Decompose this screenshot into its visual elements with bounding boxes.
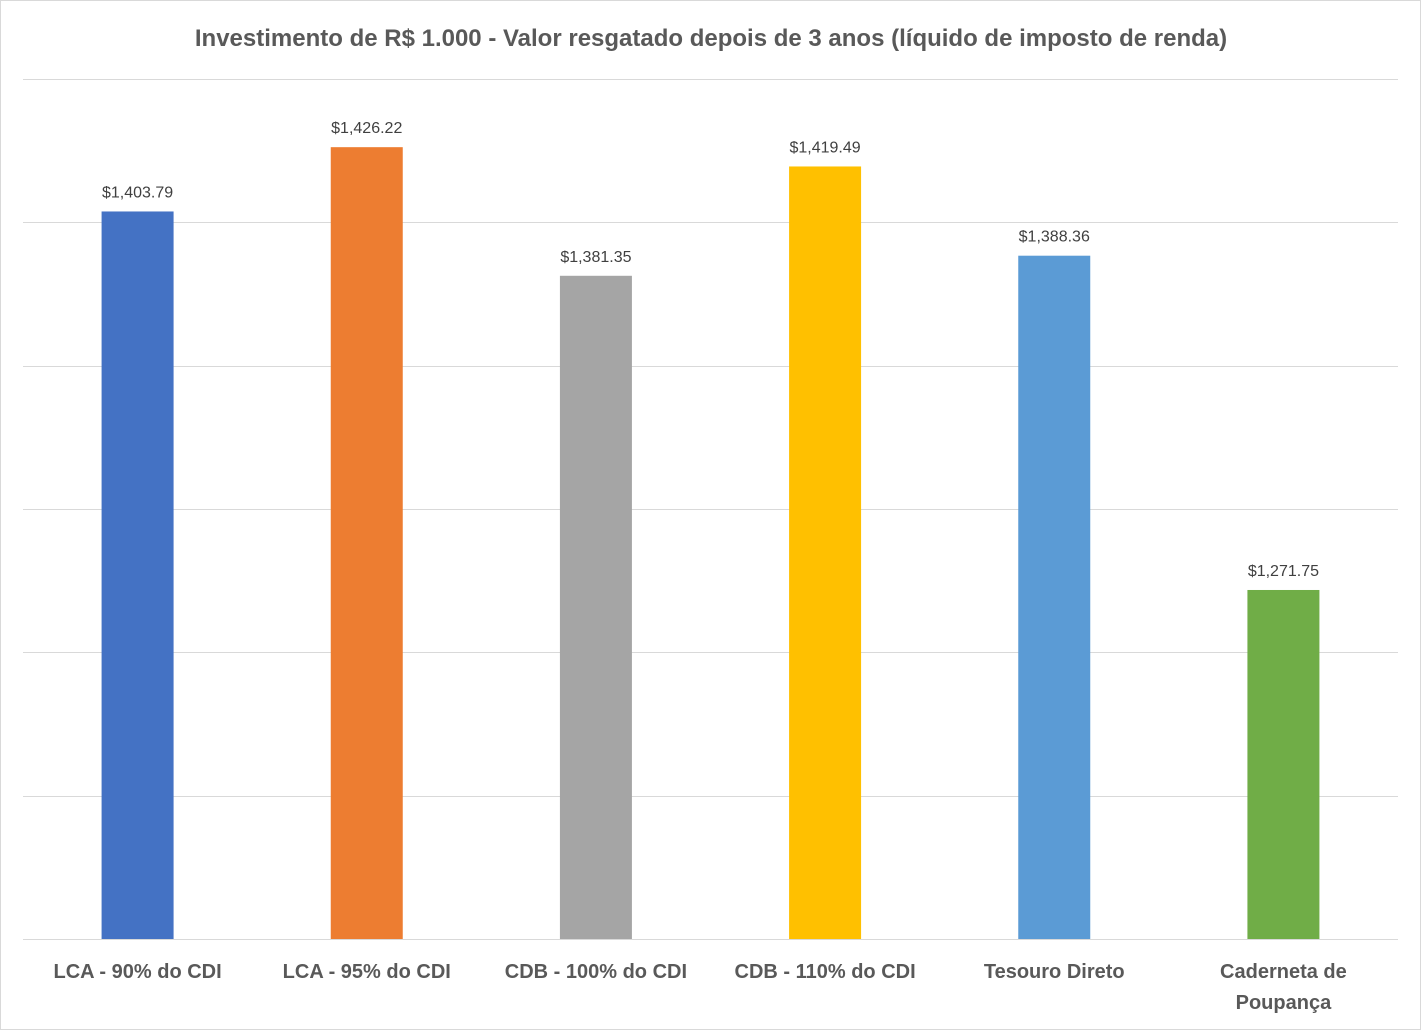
bar [559,275,632,940]
data-label: $1,271.75 [1248,563,1319,580]
category-label: CDB - 100% do CDI [505,961,687,983]
data-label: $1,388.36 [1019,229,1090,246]
category-label: Tesouro Direto [984,961,1125,983]
data-label: $1,426.22 [331,120,402,137]
category-label: Caderneta de Poupança [1220,961,1347,1014]
bar [1247,589,1320,939]
bar [330,147,403,940]
bars [101,147,1320,940]
category-label: CDB - 110% do CDI [735,961,916,983]
data-label: $1,381.35 [560,249,631,266]
data-label: $1,403.79 [102,184,173,201]
category-labels: LCA - 90% do CDI LCA - 95% do CDI CDB - 10… [54,961,1347,1014]
category-label: LCA - 90% do CDI [54,961,222,983]
gridlines [23,79,1398,940]
bar [1018,255,1091,939]
bar [101,211,174,939]
chart-title: Investimento de R$ 1.000 - Valor resgata… [195,25,1227,52]
data-labels: $1,403.79 $1,426.22 $1,381.35 $1,419.49 $1,3… [102,120,1319,580]
category-label: LCA - 95% do CDI [283,961,451,983]
data-label: $1,419.49 [789,139,860,156]
bar [789,166,862,939]
